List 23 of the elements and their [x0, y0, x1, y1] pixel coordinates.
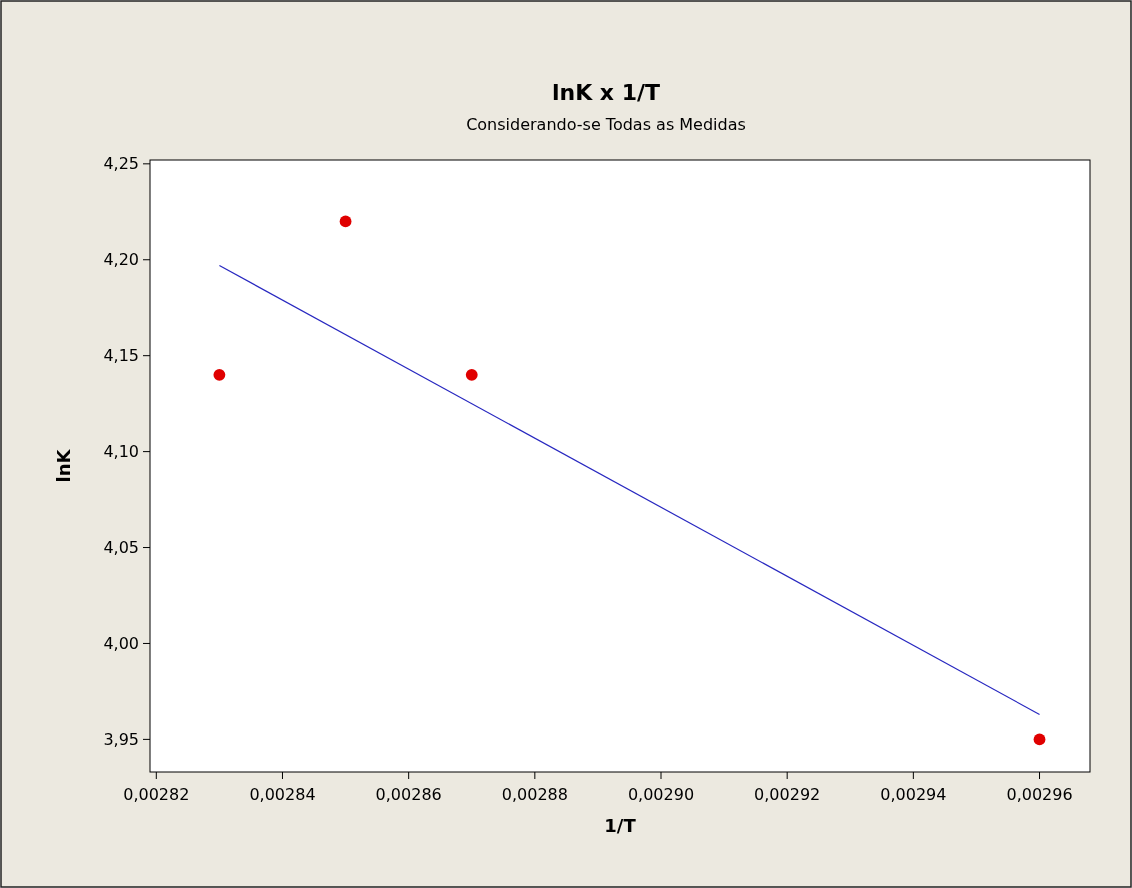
y-tick-label: 3,95: [103, 729, 139, 749]
x-tick-label: 0,00294: [880, 785, 947, 804]
x-tick-label: 0,00284: [249, 785, 316, 804]
y-axis-title: lnK: [53, 448, 74, 483]
x-axis-title: 1/T: [604, 815, 637, 836]
x-tick-label: 0,00292: [754, 785, 821, 804]
chart-title: lnK x 1/T: [551, 80, 661, 105]
point: [1033, 733, 1046, 746]
x-tick-label: 0,00288: [501, 785, 568, 804]
x-tick-label: 0,00290: [627, 785, 695, 804]
y-tick-label: 4,20: [103, 250, 139, 270]
y-tick-label: 4,05: [103, 538, 139, 558]
x-tick-label: 0,00282: [123, 785, 190, 804]
x-tick-label: 0,00296: [1006, 785, 1073, 804]
chart-subtitle: Considerando-se Todas as Medidas: [466, 115, 746, 134]
y-tick-label: 4,00: [103, 634, 139, 654]
point: [339, 215, 352, 228]
y-tick-label: 4,15: [103, 346, 139, 366]
point: [465, 368, 478, 381]
point: [213, 368, 226, 381]
y-tick-label: 4,10: [103, 442, 139, 462]
y-tick-label: 4,25: [103, 154, 139, 174]
x-tick-label: 0,00286: [375, 785, 442, 804]
